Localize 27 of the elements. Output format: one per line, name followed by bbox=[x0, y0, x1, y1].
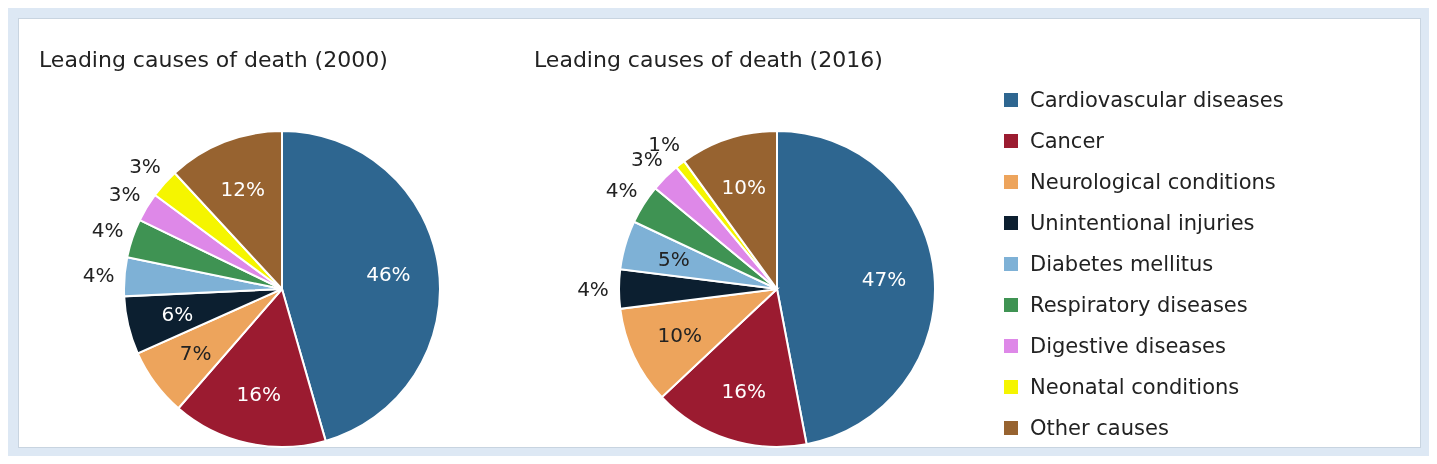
data-label: 46% bbox=[366, 262, 411, 287]
data-label: 12% bbox=[220, 176, 266, 201]
legend-label: Other causes bbox=[1030, 415, 1169, 440]
data-label: 6% bbox=[161, 301, 194, 326]
data-label: 10% bbox=[721, 174, 767, 199]
data-label: 4% bbox=[605, 178, 638, 203]
data-label: 10% bbox=[657, 322, 703, 347]
data-label: 3% bbox=[129, 154, 161, 179]
legend-label: Respiratory diseases bbox=[1030, 292, 1248, 317]
legend-label: Digestive diseases bbox=[1030, 333, 1226, 358]
data-label: 47% bbox=[861, 266, 907, 291]
chart-title: Leading causes of death (2016) bbox=[534, 47, 883, 72]
data-label: 4% bbox=[82, 262, 115, 287]
legend-label: Cardiovascular diseases bbox=[1030, 87, 1284, 112]
legend-label: Neurological conditions bbox=[1030, 169, 1276, 194]
data-label: 16% bbox=[721, 379, 767, 404]
data-label: 16% bbox=[236, 381, 282, 406]
data-label: 4% bbox=[91, 217, 124, 242]
data-label: 7% bbox=[179, 340, 212, 365]
chart-title: Leading causes of death (2000) bbox=[39, 47, 388, 72]
legend-label: Diabetes mellitus bbox=[1030, 251, 1214, 276]
legend-label: Unintentional injuries bbox=[1030, 210, 1255, 235]
legend-label: Neonatal conditions bbox=[1030, 374, 1240, 399]
data-label: 4% bbox=[577, 277, 609, 301]
data-label: 5% bbox=[657, 247, 690, 272]
data-label: 3% bbox=[108, 181, 141, 206]
legend-label: Cancer bbox=[1030, 128, 1104, 153]
